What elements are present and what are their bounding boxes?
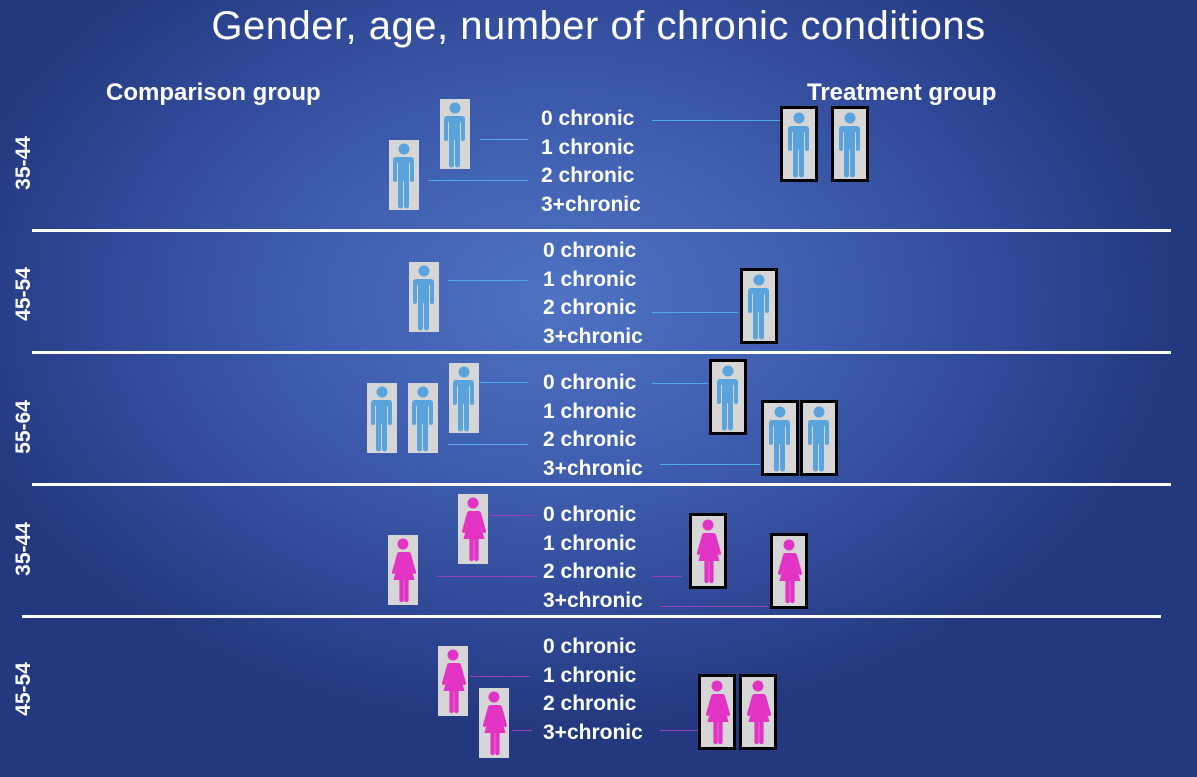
male-person-icon bbox=[408, 383, 438, 453]
connector-line bbox=[512, 730, 532, 731]
connector-line bbox=[470, 676, 530, 677]
chronic-row-label: 2 chronic bbox=[543, 560, 637, 583]
connector-line bbox=[490, 515, 538, 516]
connector-line bbox=[652, 120, 780, 121]
male-person-icon bbox=[709, 359, 747, 435]
chronic-row-label: 0 chronic bbox=[543, 635, 637, 658]
female-person-icon bbox=[739, 674, 777, 750]
chronic-row-label: 2 chronic bbox=[543, 428, 637, 451]
connector-line bbox=[448, 444, 528, 445]
chronic-row-label: 2 chronic bbox=[543, 296, 637, 319]
chronic-row-label: 0 chronic bbox=[541, 107, 635, 130]
section-divider bbox=[22, 615, 1161, 618]
female-person-icon bbox=[698, 674, 736, 750]
male-person-icon bbox=[367, 383, 397, 453]
female-person-icon bbox=[458, 494, 488, 564]
male-person-icon bbox=[740, 268, 778, 344]
section-divider bbox=[32, 229, 1171, 232]
male-person-icon bbox=[831, 106, 869, 182]
male-person-icon bbox=[800, 400, 838, 476]
connector-line bbox=[448, 280, 528, 281]
connector-line bbox=[652, 312, 738, 313]
chronic-row-label: 3+chronic bbox=[543, 589, 643, 612]
connector-line bbox=[660, 730, 698, 731]
connector-line bbox=[480, 139, 528, 140]
chronic-row-label: 3+chronic bbox=[543, 325, 643, 348]
age-label-male-35-44: 35-44 bbox=[12, 136, 35, 190]
chronic-row-label: 1 chronic bbox=[543, 268, 637, 291]
chronic-row-label: 3+chronic bbox=[543, 457, 643, 480]
connector-line bbox=[652, 576, 682, 577]
age-label-male-45-54: 45-54 bbox=[12, 267, 35, 321]
male-person-icon bbox=[449, 363, 479, 433]
chronic-row-label: 3+chronic bbox=[541, 193, 641, 216]
section-divider bbox=[32, 351, 1171, 354]
female-person-icon bbox=[388, 535, 418, 605]
chronic-row-label: 1 chronic bbox=[543, 532, 637, 555]
connector-line bbox=[428, 180, 528, 181]
age-label-male-55-64: 55-64 bbox=[12, 400, 35, 454]
connector-line bbox=[660, 606, 768, 607]
age-label-female-45-54: 45-54 bbox=[12, 662, 35, 716]
chronic-row-label: 2 chronic bbox=[541, 164, 635, 187]
chronic-row-label: 0 chronic bbox=[543, 371, 637, 394]
chronic-row-label: 0 chronic bbox=[543, 503, 637, 526]
chronic-row-label: 1 chronic bbox=[543, 400, 637, 423]
male-person-icon bbox=[389, 140, 419, 210]
male-person-icon bbox=[440, 99, 470, 169]
treatment-group-label: Treatment group bbox=[807, 79, 997, 106]
connector-line bbox=[660, 464, 760, 465]
female-person-icon bbox=[770, 533, 808, 609]
chronic-row-label: 0 chronic bbox=[543, 239, 637, 262]
chronic-row-label: 1 chronic bbox=[541, 136, 635, 159]
male-person-icon bbox=[780, 106, 818, 182]
section-divider bbox=[32, 483, 1171, 486]
male-person-icon bbox=[409, 262, 439, 332]
female-person-icon bbox=[689, 513, 727, 589]
female-person-icon bbox=[438, 646, 468, 716]
connector-line bbox=[437, 576, 537, 577]
connector-line bbox=[480, 382, 528, 383]
comparison-group-label: Comparison group bbox=[106, 79, 321, 106]
male-person-icon bbox=[761, 400, 799, 476]
slide-title: Gender, age, number of chronic condition… bbox=[211, 4, 986, 48]
chronic-row-label: 2 chronic bbox=[543, 692, 637, 715]
chronic-row-label: 3+chronic bbox=[543, 721, 643, 744]
age-label-female-35-44: 35-44 bbox=[12, 522, 35, 576]
chronic-row-label: 1 chronic bbox=[543, 664, 637, 687]
female-person-icon bbox=[479, 688, 509, 758]
connector-line bbox=[652, 383, 708, 384]
